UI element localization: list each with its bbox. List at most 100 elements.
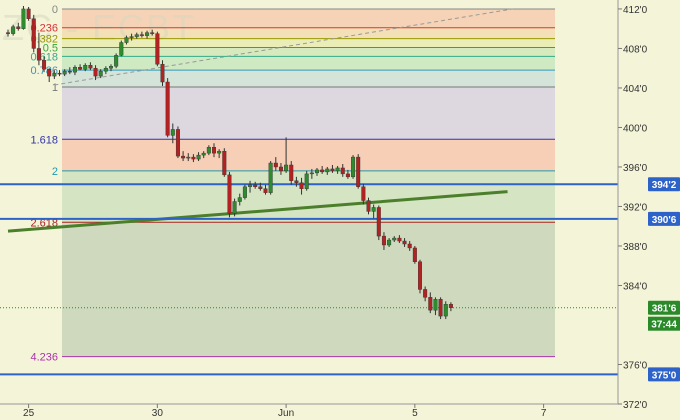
candle-body — [186, 156, 191, 159]
candle-body — [67, 70, 72, 73]
candle-body — [196, 154, 201, 160]
candle-body — [26, 8, 31, 20]
fib-label: 4.236 — [30, 352, 58, 364]
current-price-tag-label: 381'6 — [652, 304, 677, 315]
price-tags: 394'2 390'6 375'0 381'6 37:44 — [648, 177, 680, 382]
candle-body — [278, 166, 283, 172]
candle-body — [402, 240, 407, 245]
y-tick-label: 372'0 — [623, 400, 648, 411]
candle-body — [253, 184, 258, 187]
candle-body — [191, 156, 196, 160]
fib-label: 1 — [52, 82, 58, 94]
line-price-tag-label: 375'0 — [652, 370, 677, 381]
timer-label: 37:44 — [651, 320, 677, 331]
candle-body — [443, 304, 448, 317]
line-price-tag-label: 394'2 — [652, 180, 677, 191]
candle-body — [381, 235, 386, 246]
y-tick-label: 384'0 — [623, 281, 648, 292]
candle-body — [438, 299, 443, 317]
candle-body — [268, 162, 273, 193]
timer-box — [648, 316, 680, 331]
trend-lines — [7, 8, 513, 233]
fib-band — [62, 47, 555, 57]
y-tick-label: 412'0 — [623, 5, 648, 16]
fib-band — [62, 222, 555, 357]
candle-body — [114, 55, 119, 67]
current-price-tag-box — [648, 300, 680, 315]
candle-body — [273, 162, 278, 168]
candle-body — [371, 207, 376, 212]
fib-band — [62, 56, 555, 71]
candle-body — [294, 180, 299, 183]
candle-body — [315, 169, 320, 174]
candle-body — [376, 207, 381, 237]
candle-body — [93, 67, 98, 77]
candle-body — [211, 147, 216, 154]
candle-body — [356, 156, 361, 187]
fib-lines: 00.2360.3820.50.6180.78611.61822.6184.23… — [30, 4, 555, 364]
candle-body — [248, 184, 253, 187]
candle-body — [289, 164, 294, 181]
candle-body — [103, 67, 108, 72]
candle-body — [284, 164, 289, 172]
candle-body — [222, 150, 227, 176]
candle-body — [232, 201, 237, 214]
candle-body — [263, 188, 268, 193]
candle-body — [351, 156, 356, 178]
line-price-tag-box — [648, 177, 680, 192]
x-tick-label: 25 — [23, 408, 35, 419]
y-tick-label: 396'0 — [623, 163, 648, 174]
candle-body — [345, 173, 350, 178]
candle-body — [175, 129, 180, 157]
candle-body — [72, 67, 77, 73]
fib-label: 0.5 — [43, 42, 58, 54]
fib-label: 0.236 — [30, 23, 58, 35]
line-price-tag-box — [648, 367, 680, 382]
candle-body — [155, 33, 160, 65]
candle-body — [299, 182, 304, 189]
line-price-tag-box — [648, 211, 680, 226]
candle-body — [448, 304, 453, 308]
candle-body — [330, 168, 335, 172]
candle-body — [11, 26, 16, 34]
trend-line — [7, 190, 508, 233]
candle-body — [78, 67, 83, 70]
candle-body — [165, 81, 170, 136]
x-tick-label: 30 — [152, 408, 164, 419]
candle-body — [387, 239, 392, 246]
fib-label: 0 — [52, 4, 58, 16]
candle-body — [309, 172, 314, 175]
fib-band — [62, 70, 555, 87]
candle-body — [366, 200, 371, 212]
candle-body — [134, 34, 139, 37]
y-tick-label: 392'0 — [623, 202, 648, 213]
fib-band — [62, 38, 555, 48]
candle-body — [129, 36, 134, 38]
candle-body — [62, 70, 67, 75]
fib-band — [62, 86, 555, 140]
candle-body — [242, 186, 247, 198]
candle-body — [42, 60, 47, 70]
candle-body — [392, 237, 397, 241]
trend-line — [54, 8, 513, 86]
y-tick-label: 400'0 — [623, 123, 648, 134]
candle-body — [170, 129, 175, 136]
candle-body — [258, 186, 263, 189]
candle-body — [98, 70, 103, 77]
axis-background — [618, 0, 680, 420]
fib-band — [62, 139, 555, 171]
candle-body — [36, 48, 41, 61]
candles — [5, 5, 453, 320]
x-tick-label: 5 — [412, 408, 418, 419]
candle-body — [340, 167, 345, 175]
candle-body — [139, 34, 144, 36]
candle-body — [423, 289, 428, 298]
candle-body — [412, 247, 417, 262]
horizontal-lines — [0, 183, 618, 376]
candle-body — [119, 42, 124, 56]
candle-body — [88, 65, 93, 69]
candle-body — [418, 261, 423, 290]
fib-band — [62, 8, 555, 28]
candle-body — [160, 64, 165, 83]
candle-body — [124, 37, 129, 43]
